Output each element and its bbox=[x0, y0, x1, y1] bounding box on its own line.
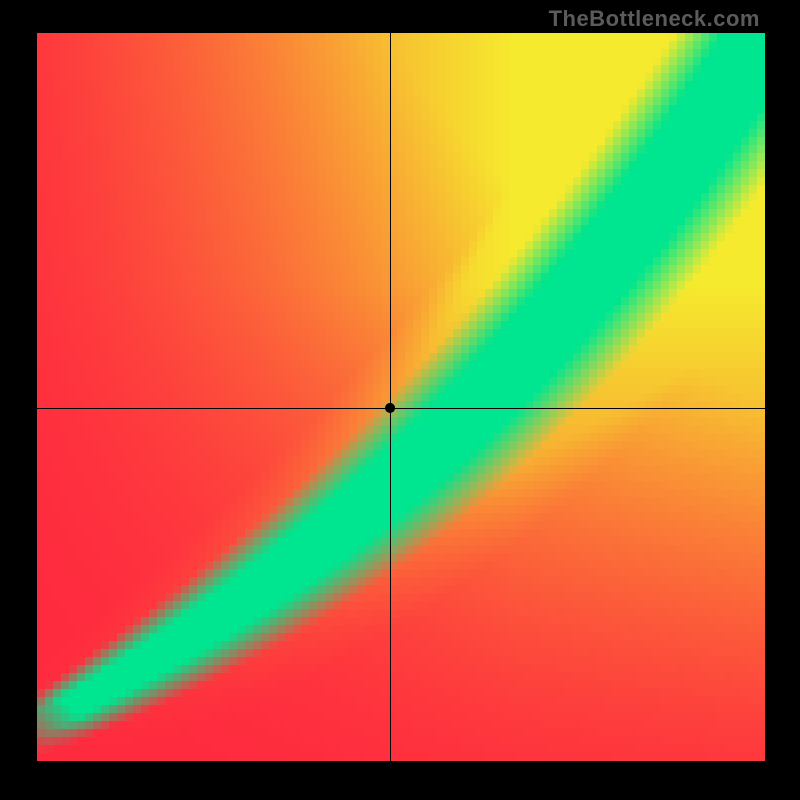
chart-container: TheBottleneck.com bbox=[0, 0, 800, 800]
plot-area bbox=[37, 33, 765, 761]
heatmap-canvas bbox=[37, 33, 765, 761]
watermark-text: TheBottleneck.com bbox=[549, 6, 760, 32]
